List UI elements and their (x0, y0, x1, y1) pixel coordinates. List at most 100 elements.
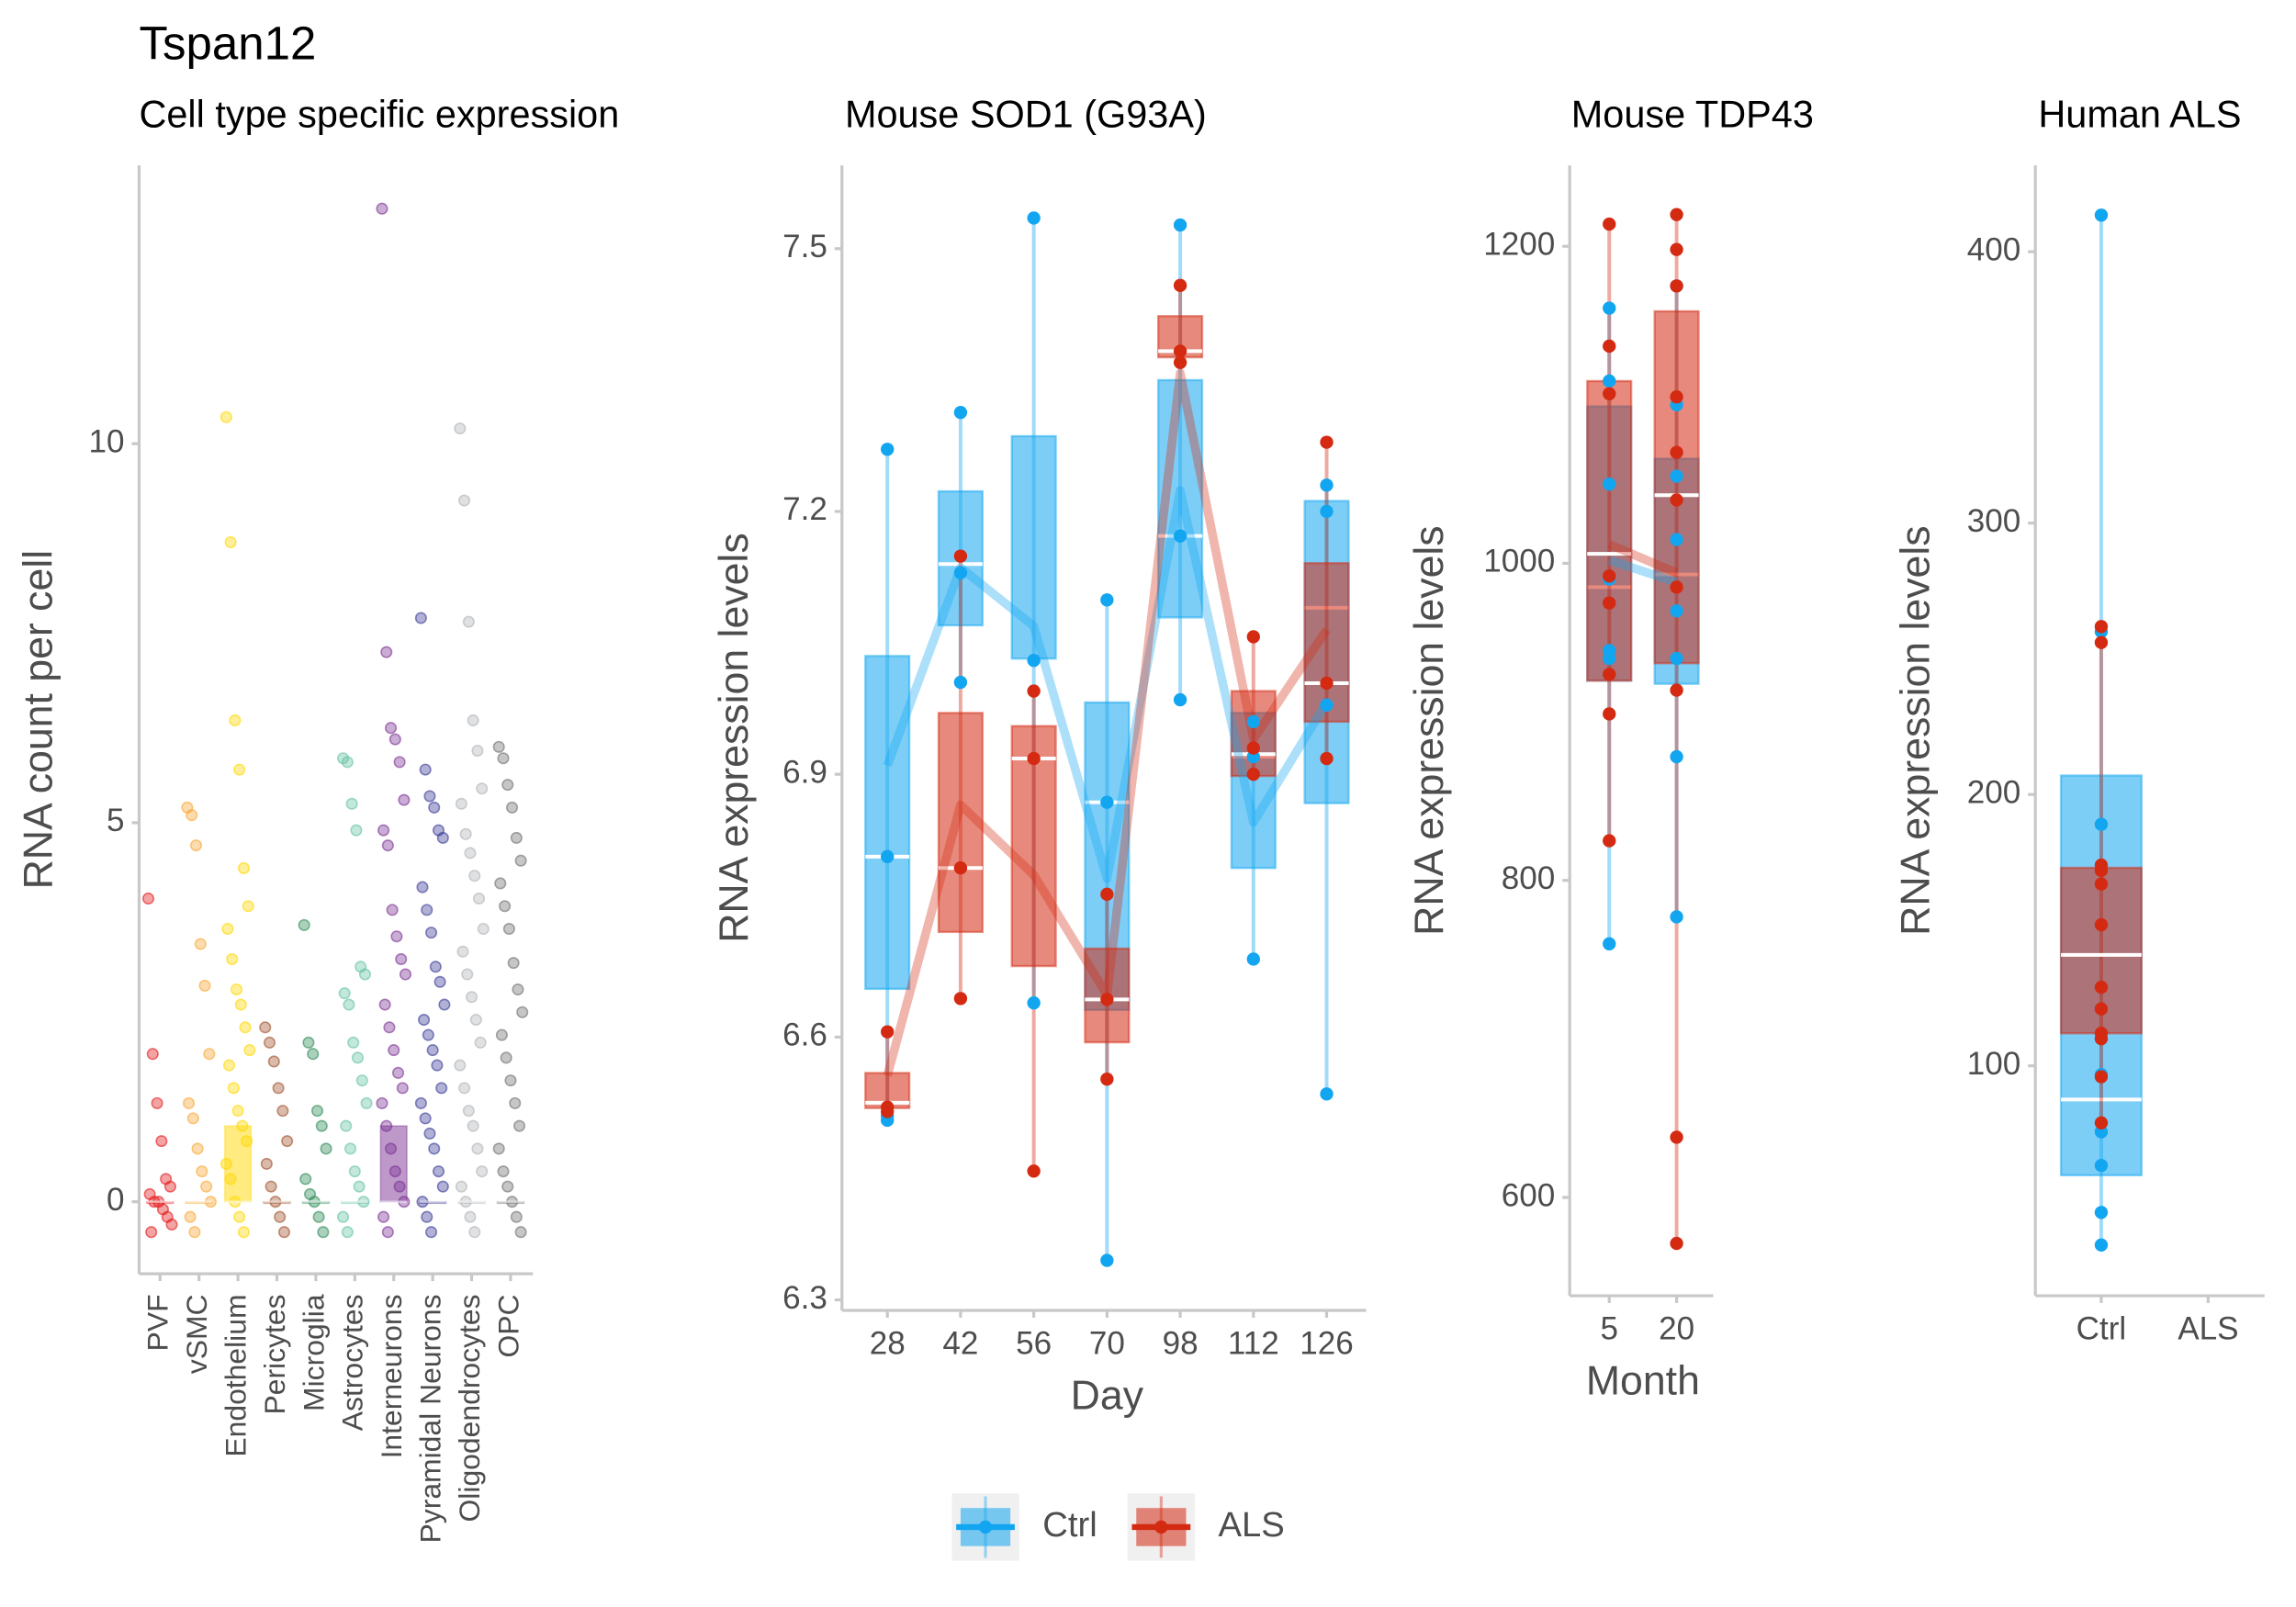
point (1670, 580, 1683, 594)
point (1670, 651, 1683, 666)
point (1100, 993, 1114, 1006)
point (1100, 887, 1114, 902)
y-tick-label: 1200 (1483, 226, 1555, 262)
point (386, 904, 399, 916)
point (1246, 767, 1260, 781)
point (1027, 684, 1041, 698)
point (414, 1096, 427, 1109)
point (151, 1096, 163, 1109)
point (2094, 1206, 2109, 1219)
point (272, 1082, 285, 1095)
point (501, 779, 514, 792)
point (1027, 211, 1041, 225)
point (1027, 995, 1041, 1010)
point (229, 714, 242, 727)
point (1100, 1253, 1114, 1267)
box (1303, 562, 1350, 724)
point (1603, 834, 1616, 848)
legend-key-point (1154, 1520, 1168, 1534)
point (881, 1025, 895, 1039)
point (141, 892, 155, 905)
y-tick-label: 100 (1967, 1046, 2021, 1082)
x-tick-label: OPC (491, 1294, 524, 1357)
y-axis-title: RNA expression levels (1407, 525, 1452, 935)
point (1320, 698, 1334, 712)
panel-subtitle: Mouse SOD1 (G93A) (845, 93, 1207, 136)
mean-line (1607, 556, 1679, 587)
point (492, 740, 505, 753)
point (222, 1059, 236, 1072)
point (492, 1142, 505, 1155)
x-tick-label: 20 (1659, 1311, 1694, 1347)
point (506, 801, 519, 814)
y-tick-label: 200 (1967, 774, 2021, 810)
point (1173, 278, 1187, 293)
point (1173, 344, 1187, 358)
point (312, 1210, 325, 1223)
point (350, 824, 363, 837)
x-tick-label: 98 (1163, 1326, 1199, 1362)
point (1246, 741, 1260, 755)
point (1100, 593, 1114, 607)
point (1246, 630, 1260, 644)
figure-title: Tspan12 (139, 17, 316, 70)
point (953, 992, 968, 1006)
y-tick-label: 6.3 (782, 1280, 827, 1316)
point (264, 1180, 277, 1193)
point (510, 1210, 523, 1223)
point (428, 1142, 441, 1155)
point (233, 1210, 246, 1223)
point (237, 861, 251, 874)
x-tick-label: vSMC (180, 1294, 213, 1374)
point (433, 975, 446, 988)
point (1670, 445, 1683, 459)
point (471, 744, 484, 758)
point (2094, 917, 2109, 932)
point (194, 938, 207, 950)
point (516, 1006, 529, 1018)
point (355, 1074, 368, 1087)
point (302, 1036, 315, 1049)
point (395, 952, 408, 966)
point (1670, 469, 1683, 483)
point (182, 1096, 196, 1109)
point (388, 733, 401, 746)
point (200, 1180, 213, 1193)
point (2094, 980, 2109, 995)
point (422, 1028, 434, 1041)
point (310, 1105, 324, 1118)
point (343, 1142, 357, 1155)
point (472, 892, 486, 905)
point (423, 1127, 436, 1140)
point (2094, 208, 2109, 222)
point (1670, 1236, 1683, 1251)
point (2094, 817, 2109, 831)
point (298, 918, 310, 931)
box (937, 712, 985, 934)
point (307, 1048, 320, 1061)
point (1246, 714, 1260, 729)
point (1320, 504, 1334, 519)
point (462, 1105, 475, 1118)
point (455, 1180, 467, 1193)
point (196, 1165, 208, 1178)
box (1586, 379, 1633, 682)
point (243, 1044, 256, 1057)
box (379, 1125, 408, 1203)
point (462, 615, 475, 628)
point (299, 1173, 312, 1186)
point (1603, 301, 1616, 315)
point (431, 1059, 444, 1072)
point (391, 1066, 405, 1079)
point (2094, 620, 2109, 634)
point (188, 1226, 201, 1239)
point (186, 1112, 199, 1125)
point (281, 1135, 294, 1148)
point (242, 900, 254, 913)
y-tick-label: 7.2 (782, 491, 827, 527)
point (347, 1036, 360, 1049)
point (1100, 1072, 1114, 1086)
point (1670, 1130, 1683, 1144)
x-tick-label: 28 (870, 1326, 906, 1362)
